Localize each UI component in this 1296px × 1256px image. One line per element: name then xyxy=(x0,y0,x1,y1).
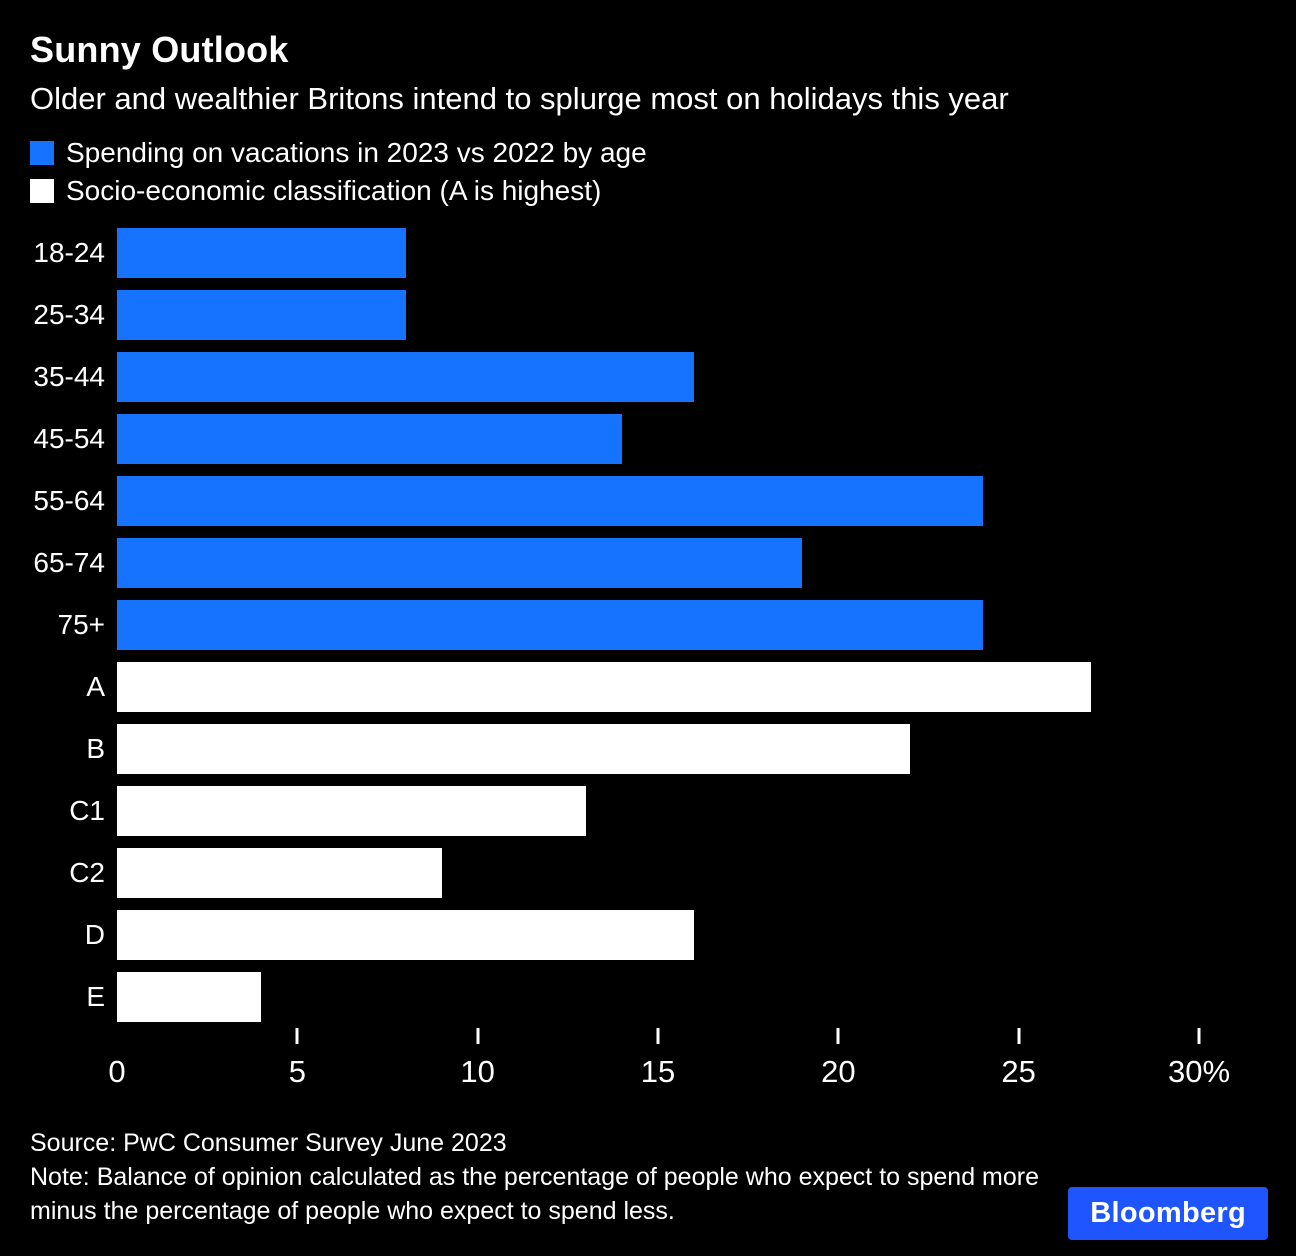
legend-item-age: Spending on vacations in 2023 vs 2022 by… xyxy=(30,136,1266,170)
bar-B xyxy=(117,724,911,774)
legend-item-sec: Socio-economic classification (A is high… xyxy=(30,174,1266,208)
tick-label: 0 xyxy=(108,1054,126,1089)
legend-label-sec: Socio-economic classification (A is high… xyxy=(66,175,602,206)
bar-row: 65-74 xyxy=(30,538,1266,588)
bar-45-54 xyxy=(117,414,622,464)
bar-track xyxy=(117,228,1199,278)
bar-track xyxy=(117,538,1199,588)
tick-label: 5 xyxy=(288,1054,306,1089)
bar-track xyxy=(117,848,1199,898)
bar-row: 35-44 xyxy=(30,352,1266,402)
tick-label: 10 xyxy=(460,1054,495,1089)
category-label: E xyxy=(86,981,105,1012)
category-label: 65-74 xyxy=(33,547,105,578)
bar-75+ xyxy=(117,600,983,650)
bar-track xyxy=(117,600,1199,650)
bar-D xyxy=(117,910,695,960)
bar-row: 75+ xyxy=(30,600,1266,650)
source-text: Source: PwC Consumer Survey June 2023 xyxy=(30,1129,507,1157)
legend-swatch-white-icon xyxy=(30,179,54,203)
category-label: B xyxy=(86,733,105,764)
legend-swatch-blue-icon xyxy=(30,141,54,165)
category-label: A xyxy=(86,671,105,702)
tick-mark xyxy=(1197,1028,1201,1044)
bar-chart: 18-24 25-34 35-44 45-54 55-64 65-74 75+ A B C1 C2 D… xyxy=(30,228,1266,1022)
bar-row: B xyxy=(30,724,1266,774)
bar-row: 25-34 xyxy=(30,290,1266,340)
bar-track xyxy=(117,352,1199,402)
category-label: D xyxy=(84,919,105,950)
bar-A xyxy=(117,662,1091,712)
category-label: 75+ xyxy=(57,609,106,640)
category-label: 45-54 xyxy=(33,423,105,454)
tick-mark xyxy=(1017,1028,1021,1044)
chart-title: Sunny Outlook xyxy=(30,29,289,70)
bar-track xyxy=(117,724,1199,774)
bar-track xyxy=(117,662,1199,712)
bar-row: E xyxy=(30,972,1266,1022)
bar-row: C1 xyxy=(30,786,1266,836)
bar-row: 55-64 xyxy=(30,476,1266,526)
bar-row: D xyxy=(30,910,1266,960)
bar-65-74 xyxy=(117,538,803,588)
category-label: 35-44 xyxy=(33,361,105,392)
bar-55-64 xyxy=(117,476,983,526)
bar-35-44 xyxy=(117,352,695,402)
bar-track xyxy=(117,972,1199,1022)
tick-label: 15 xyxy=(640,1054,676,1089)
category-label: 55-64 xyxy=(33,485,105,516)
bar-track xyxy=(117,910,1199,960)
tick-mark xyxy=(295,1028,299,1044)
tick-mark xyxy=(836,1028,840,1044)
category-label: C1 xyxy=(69,795,105,826)
bar-track xyxy=(117,414,1199,464)
note-text: Note: Balance of opinion calculated as t… xyxy=(30,1163,1040,1225)
bar-row: A xyxy=(30,662,1266,712)
category-label: C2 xyxy=(69,857,105,888)
bar-track xyxy=(117,290,1199,340)
tick-mark xyxy=(656,1028,660,1044)
bar-C2 xyxy=(117,848,442,898)
bar-row: 45-54 xyxy=(30,414,1266,464)
chart-footer: Source: PwC Consumer Survey June 2023 No… xyxy=(30,1126,1266,1228)
bar-18-24 xyxy=(117,228,406,278)
legend-label-age: Spending on vacations in 2023 vs 2022 by… xyxy=(66,137,647,168)
bar-track xyxy=(117,476,1199,526)
category-label: 18-24 xyxy=(33,237,105,268)
tick-label: 20 xyxy=(821,1054,856,1089)
bar-E xyxy=(117,972,262,1022)
bar-25-34 xyxy=(117,290,406,340)
chart-subtitle: Older and wealthier Britons intend to sp… xyxy=(30,81,1009,116)
category-label: 25-34 xyxy=(33,299,105,330)
tick-mark xyxy=(476,1028,480,1044)
bar-C1 xyxy=(117,786,586,836)
bar-row: C2 xyxy=(30,848,1266,898)
tick-label: 30% xyxy=(1167,1054,1231,1089)
legend: Spending on vacations in 2023 vs 2022 by… xyxy=(30,136,1266,208)
bar-track xyxy=(117,786,1199,836)
bloomberg-logo: Bloomberg xyxy=(1068,1187,1268,1240)
x-axis: 0 5 10 15 20 25 30% xyxy=(108,1028,1230,1100)
tick-label: 25 xyxy=(1001,1054,1036,1089)
bar-row: 18-24 xyxy=(30,228,1266,278)
